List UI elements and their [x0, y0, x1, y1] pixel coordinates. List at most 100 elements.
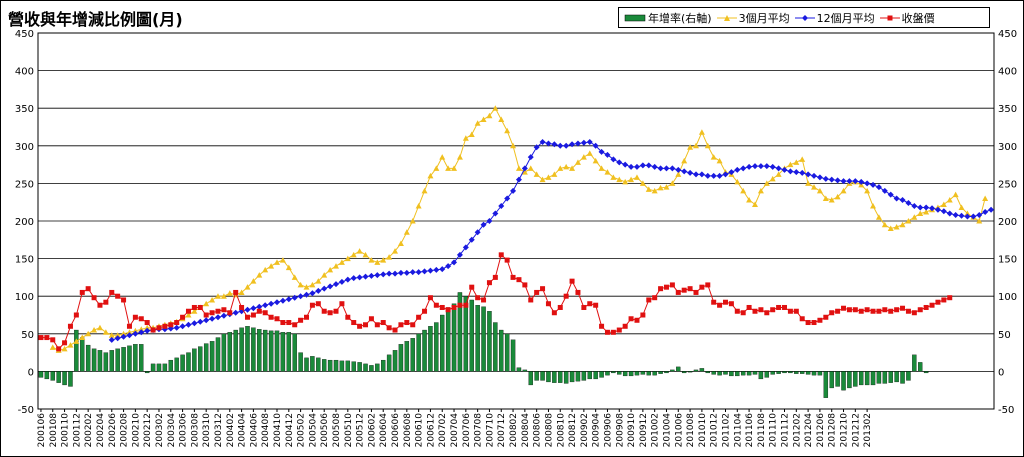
point-diamond [439, 266, 446, 273]
point-triangle [887, 225, 894, 232]
x-tick-label: 200510 [344, 413, 354, 448]
point-square [770, 307, 776, 313]
bar [853, 371, 858, 387]
point-triangle [209, 296, 216, 303]
x-tick-label: 200706 [462, 413, 472, 448]
point-diamond [114, 335, 121, 342]
point-diamond [144, 327, 151, 334]
point-triangle [604, 169, 611, 175]
point-diamond [533, 144, 540, 151]
y-right-tick-label: 350 [998, 104, 1017, 115]
point-diamond [368, 272, 375, 279]
point-triangle [191, 308, 198, 314]
bar [221, 333, 227, 372]
bar [463, 296, 469, 372]
point-triangle [96, 324, 103, 331]
bar [640, 371, 646, 375]
point-diamond [698, 171, 705, 178]
point-square [481, 297, 487, 303]
point-diamond [380, 271, 387, 278]
point-square [793, 308, 799, 314]
point-diamond [675, 166, 682, 173]
point-triangle [468, 131, 475, 138]
point-square [752, 308, 758, 314]
point-square [870, 308, 876, 314]
point-diamond [988, 206, 995, 213]
point-square [97, 302, 103, 308]
point-square [864, 307, 870, 313]
point-triangle [445, 165, 452, 171]
point-triangle [899, 221, 906, 228]
point-diamond [350, 275, 357, 282]
point-triangle [563, 163, 570, 170]
point-diamond [451, 259, 458, 266]
point-triangle [315, 278, 322, 284]
bar [363, 363, 368, 372]
bar [339, 360, 345, 372]
point-diamond [173, 324, 180, 331]
x-tick-label: 200912 [639, 413, 649, 447]
series-12個月平均 [108, 139, 995, 343]
point-square [345, 314, 351, 320]
point-triangle [669, 180, 676, 186]
bar [847, 371, 852, 389]
point-square [239, 304, 245, 310]
y-right-tick-label: -50 [998, 405, 1014, 416]
point-triangle [291, 274, 298, 280]
bar [375, 363, 380, 372]
point-triangle [203, 300, 210, 307]
bar [558, 371, 563, 383]
bar [434, 322, 439, 372]
x-tick-label: 200710 [485, 413, 495, 448]
y-right-tick-label: 50 [998, 330, 1011, 341]
point-triangle [681, 157, 688, 164]
y-left-tick-label: 300 [15, 142, 34, 153]
point-diamond [510, 187, 517, 194]
bar [233, 329, 238, 372]
x-tick-label: 200110 [61, 413, 71, 448]
point-square [888, 308, 894, 314]
bar [841, 371, 846, 391]
bar [262, 329, 268, 372]
bar [711, 371, 716, 375]
point-triangle [834, 193, 841, 200]
y-left-tick-label: 350 [15, 104, 34, 115]
point-square [286, 320, 292, 326]
point-diamond [840, 178, 847, 185]
legend-label: 12個月平均 [816, 11, 875, 25]
bar [782, 371, 787, 374]
bar [534, 371, 539, 381]
point-triangle [610, 174, 617, 180]
point-triangle [480, 116, 487, 122]
point-diamond [574, 140, 581, 147]
bar [404, 341, 410, 372]
bar [392, 350, 398, 372]
x-tick-label: 201008 [686, 413, 696, 448]
point-triangle [569, 165, 576, 171]
point-triangle [574, 159, 581, 165]
point-triangle [675, 171, 682, 177]
bar [522, 369, 528, 372]
point-diamond [905, 199, 912, 206]
point-diamond [327, 283, 334, 290]
point-square [315, 301, 321, 307]
point-square [91, 295, 97, 301]
point-diamond [244, 306, 251, 313]
point-triangle [816, 187, 823, 194]
point-square [416, 314, 422, 320]
point-triangle [811, 184, 818, 190]
point-square [593, 302, 599, 308]
point-triangle [61, 345, 68, 352]
point-diamond [338, 278, 345, 285]
x-tick-label: 201010 [698, 413, 708, 448]
bar [215, 337, 221, 372]
point-triangle [492, 105, 499, 111]
point-square [357, 323, 363, 329]
point-triangle [403, 229, 410, 235]
x-tick-label: 200206 [108, 413, 118, 448]
y-right-tick-label: 200 [998, 217, 1017, 228]
point-triangle [380, 257, 387, 263]
point-square [180, 314, 186, 320]
point-diamond [474, 229, 481, 236]
point-square [469, 284, 475, 290]
